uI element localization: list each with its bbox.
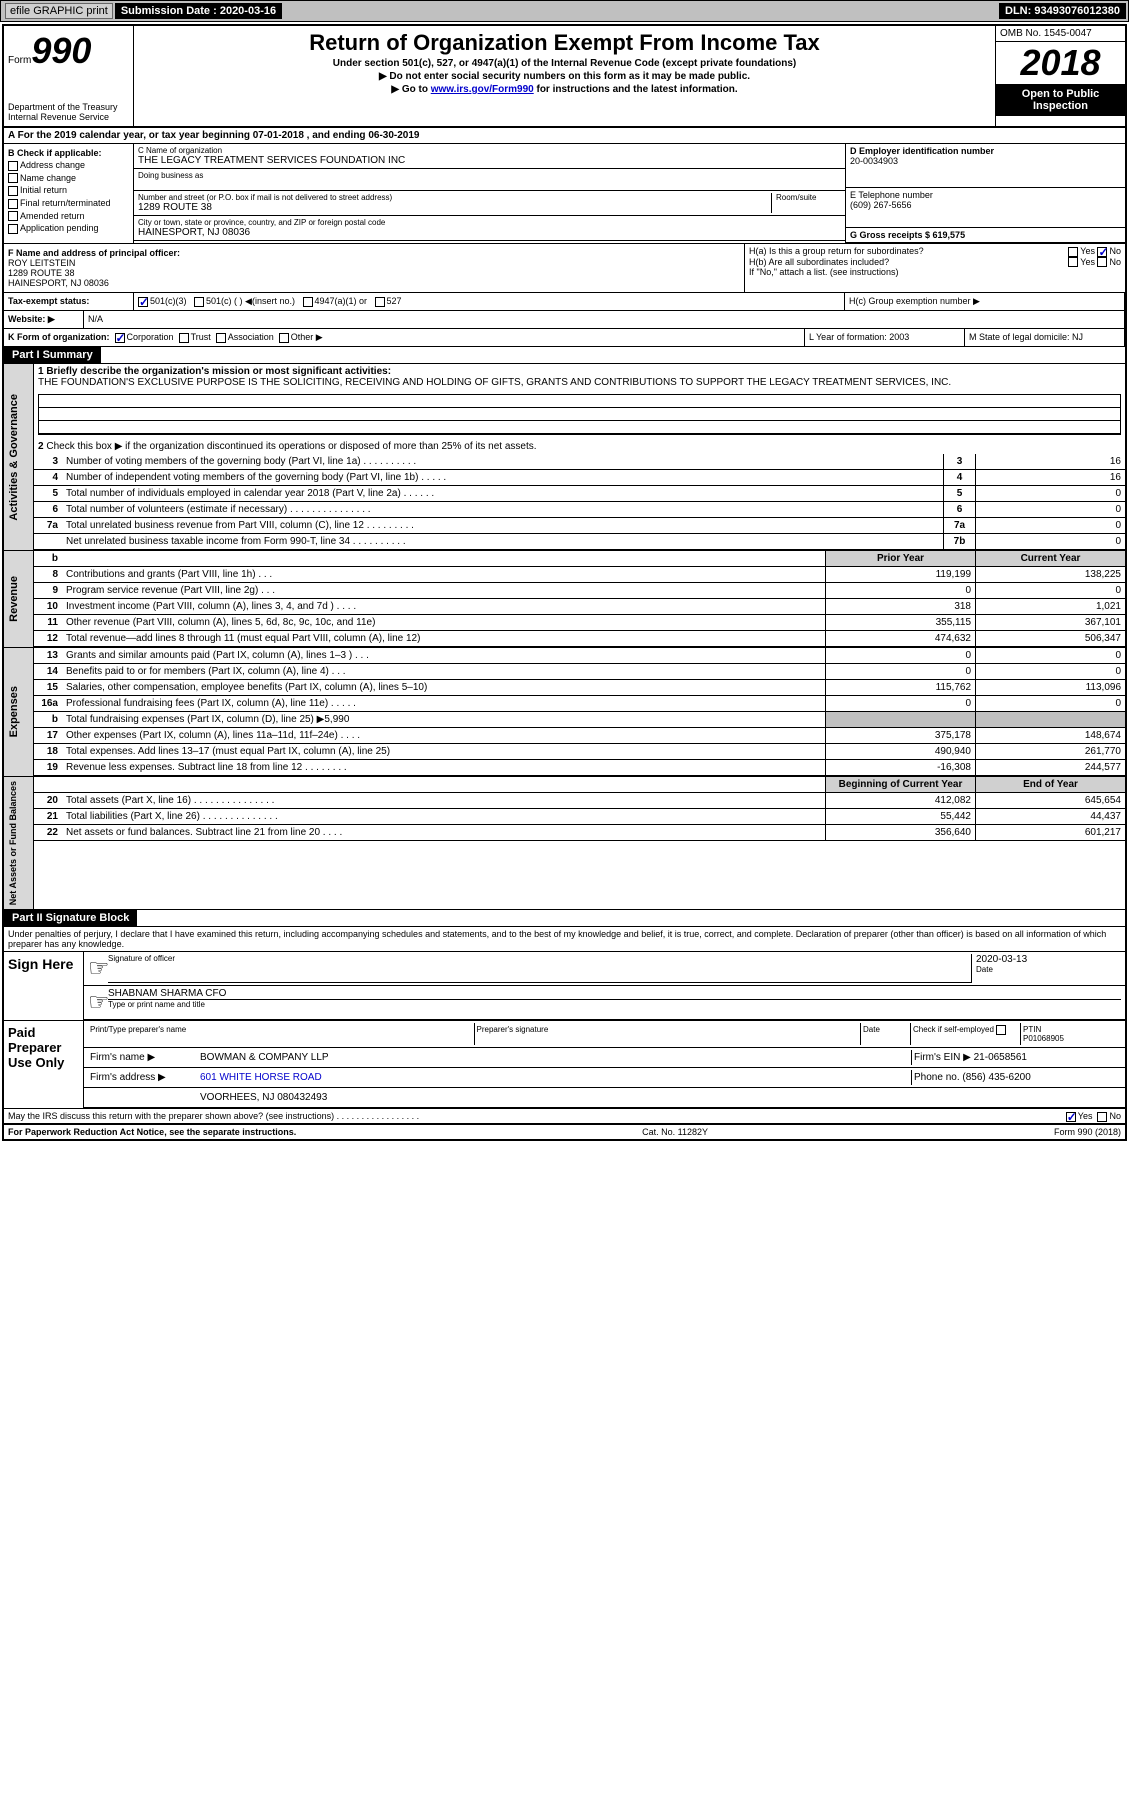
data-line: 10Investment income (Part VIII, column (… bbox=[34, 599, 1125, 615]
data-line: 19Revenue less expenses. Subtract line 1… bbox=[34, 760, 1125, 776]
gov-line: 3Number of voting members of the governi… bbox=[34, 454, 1125, 470]
gov-line: 6Total number of volunteers (estimate if… bbox=[34, 502, 1125, 518]
dln: DLN: 93493076012380 bbox=[999, 3, 1126, 19]
data-line: 20Total assets (Part X, line 16) . . . .… bbox=[34, 793, 1125, 809]
gov-line: 5Total number of individuals employed in… bbox=[34, 486, 1125, 502]
gov-line: 7aTotal unrelated business revenue from … bbox=[34, 518, 1125, 534]
data-line: bTotal fundraising expenses (Part IX, co… bbox=[34, 712, 1125, 728]
data-line: 14Benefits paid to or for members (Part … bbox=[34, 664, 1125, 680]
data-line: 21Total liabilities (Part X, line 26) . … bbox=[34, 809, 1125, 825]
data-line: 9Program service revenue (Part VIII, lin… bbox=[34, 583, 1125, 599]
data-line: 8Contributions and grants (Part VIII, li… bbox=[34, 567, 1125, 583]
toolbar: efile GRAPHIC print Submission Date : 20… bbox=[0, 0, 1129, 22]
part1-header: Part I Summary bbox=[4, 347, 101, 363]
irs-link[interactable]: www.irs.gov/Form990 bbox=[431, 84, 534, 95]
form-id-box: Form990 Department of the Treasury Inter… bbox=[4, 26, 134, 126]
data-line: 16aProfessional fundraising fees (Part I… bbox=[34, 696, 1125, 712]
data-line: 13Grants and similar amounts paid (Part … bbox=[34, 648, 1125, 664]
data-line: 12Total revenue—add lines 8 through 11 (… bbox=[34, 631, 1125, 647]
data-line: 15Salaries, other compensation, employee… bbox=[34, 680, 1125, 696]
form-title-box: Return of Organization Exempt From Incom… bbox=[134, 26, 995, 126]
gov-line: 4Number of independent voting members of… bbox=[34, 470, 1125, 486]
data-line: 11Other revenue (Part VIII, column (A), … bbox=[34, 615, 1125, 631]
tax-year: A For the 2019 calendar year, or tax yea… bbox=[4, 128, 1125, 144]
check-if-applicable: B Check if applicable: Address change Na… bbox=[4, 144, 134, 243]
gov-line: Net unrelated business taxable income fr… bbox=[34, 534, 1125, 550]
submission-date: Submission Date : 2020-03-16 bbox=[115, 3, 282, 19]
year-box: OMB No. 1545-0047 2018 Open to Public In… bbox=[995, 26, 1125, 126]
part2-header: Part II Signature Block bbox=[4, 910, 137, 926]
data-line: 18Total expenses. Add lines 13–17 (must … bbox=[34, 744, 1125, 760]
efile-button[interactable]: efile GRAPHIC print bbox=[5, 3, 113, 19]
data-line: 17Other expenses (Part IX, column (A), l… bbox=[34, 728, 1125, 744]
data-line: 22Net assets or fund balances. Subtract … bbox=[34, 825, 1125, 841]
